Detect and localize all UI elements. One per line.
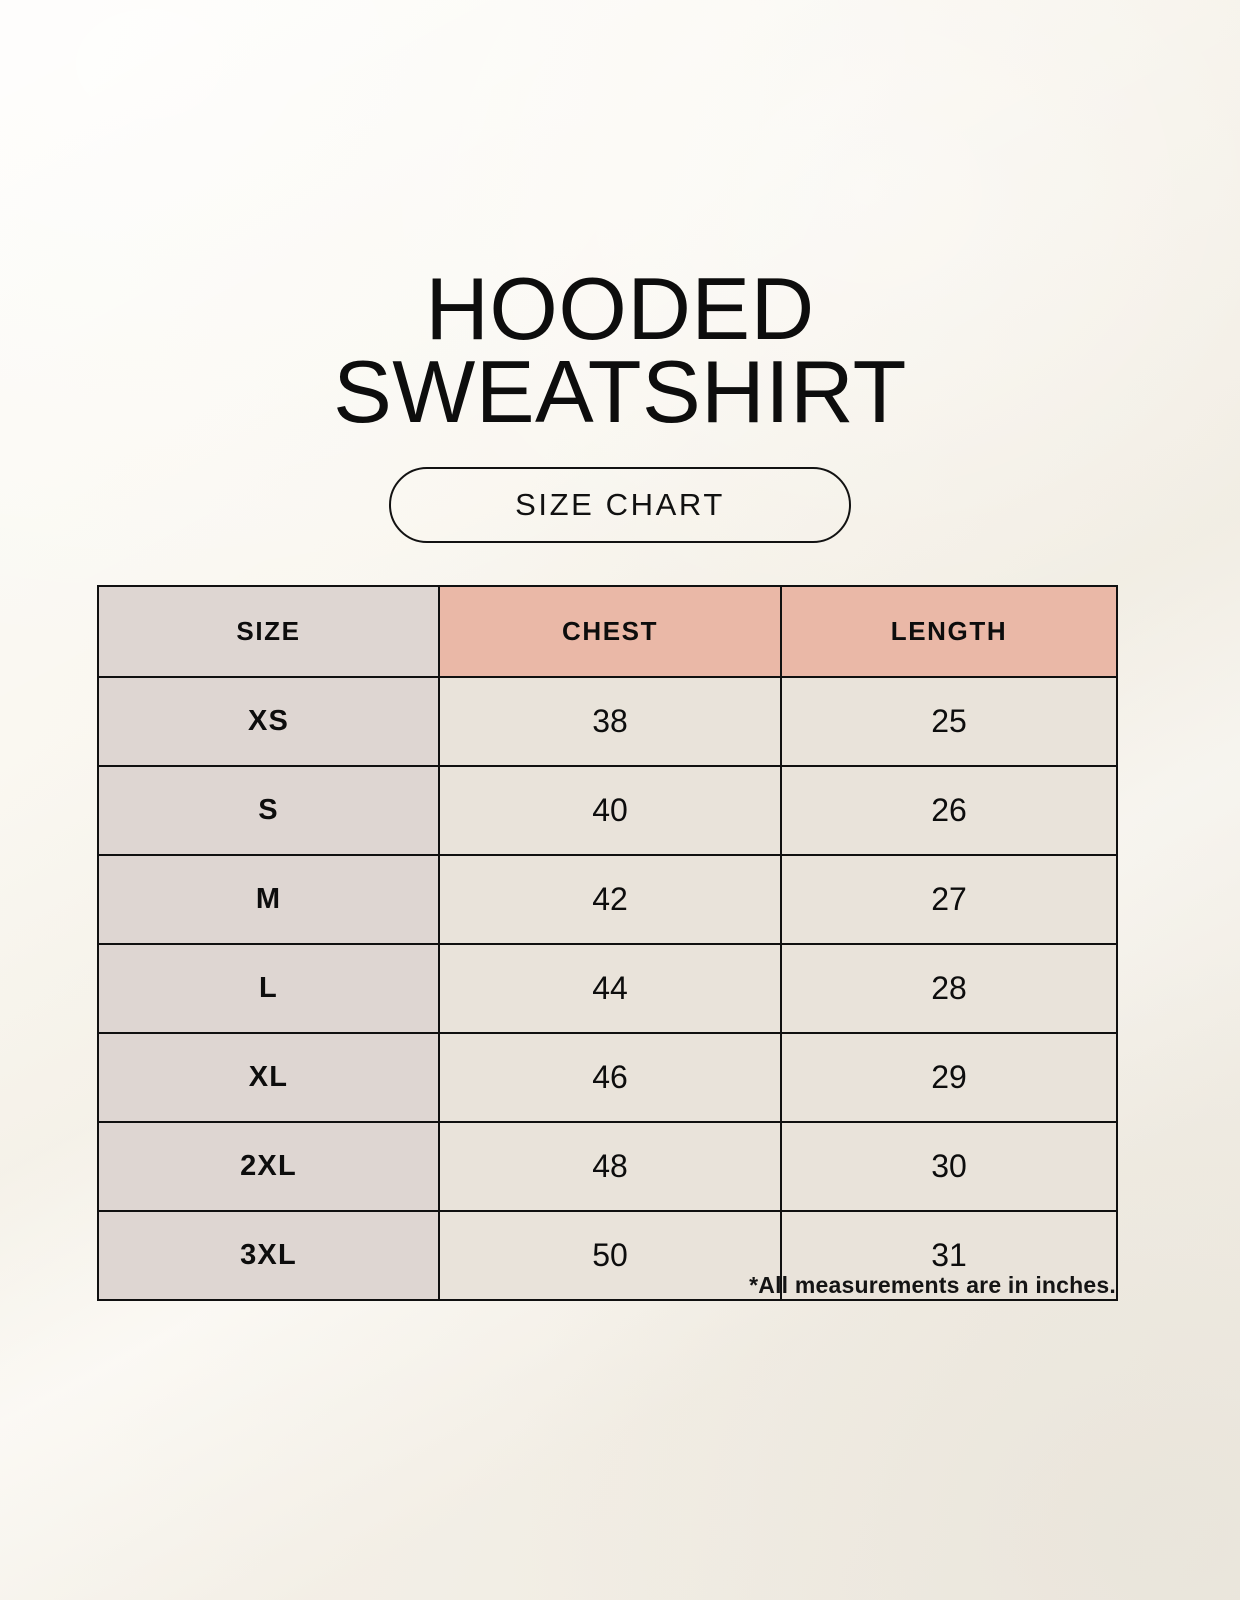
table-row: XS 38 25 (97, 676, 1118, 767)
cell-size: L (97, 943, 440, 1034)
cell-size: 3XL (97, 1210, 440, 1301)
cell-length: 30 (780, 1121, 1118, 1212)
cell-length: 27 (780, 854, 1118, 945)
cell-length: 25 (780, 676, 1118, 767)
cell-size: S (97, 765, 440, 856)
size-table: SIZE CHEST LENGTH XS 38 25 S 40 26 M (97, 585, 1118, 1301)
size-table-body: XS 38 25 S 40 26 M 42 27 L 44 28 (97, 676, 1118, 1301)
cell-size: 2XL (97, 1121, 440, 1212)
cell-chest: 40 (438, 765, 782, 856)
table-row: XL 46 29 (97, 1032, 1118, 1123)
table-row: 3XL 50 31 (97, 1210, 1118, 1301)
column-header-size: SIZE (97, 585, 440, 678)
cell-size: M (97, 854, 440, 945)
cell-chest: 44 (438, 943, 782, 1034)
cell-chest: 42 (438, 854, 782, 945)
size-chart-badge-wrap: SIZE CHART (0, 467, 1240, 543)
table-row: M 42 27 (97, 854, 1118, 945)
cell-length: 26 (780, 765, 1118, 856)
table-row: L 44 28 (97, 943, 1118, 1034)
size-table-header: SIZE CHEST LENGTH (97, 585, 1118, 678)
cell-length: 29 (780, 1032, 1118, 1123)
size-chart-badge: SIZE CHART (389, 467, 851, 543)
cell-length: 28 (780, 943, 1118, 1034)
title-line-1: HOODED (425, 259, 815, 358)
cell-chest: 50 (438, 1210, 782, 1301)
cell-chest: 38 (438, 676, 782, 767)
cell-length: 31 (780, 1210, 1118, 1301)
table-row: S 40 26 (97, 765, 1118, 856)
title-line-2: SWEATSHIRT (333, 341, 907, 441)
page-title: HOODED SWEATSHIRT (0, 259, 1240, 441)
cell-size: XL (97, 1032, 440, 1123)
cell-size: XS (97, 676, 440, 767)
cell-chest: 48 (438, 1121, 782, 1212)
cell-chest: 46 (438, 1032, 782, 1123)
column-header-chest: CHEST (438, 585, 782, 678)
size-chart-badge-label: SIZE CHART (515, 487, 725, 522)
column-header-length: LENGTH (780, 585, 1118, 678)
table-header-row: SIZE CHEST LENGTH (97, 585, 1118, 678)
measurement-footnote: *All measurements are in inches. (749, 1272, 1116, 1298)
size-table-container: SIZE CHEST LENGTH XS 38 25 S 40 26 M (97, 585, 1118, 1301)
table-row: 2XL 48 30 (97, 1121, 1118, 1212)
